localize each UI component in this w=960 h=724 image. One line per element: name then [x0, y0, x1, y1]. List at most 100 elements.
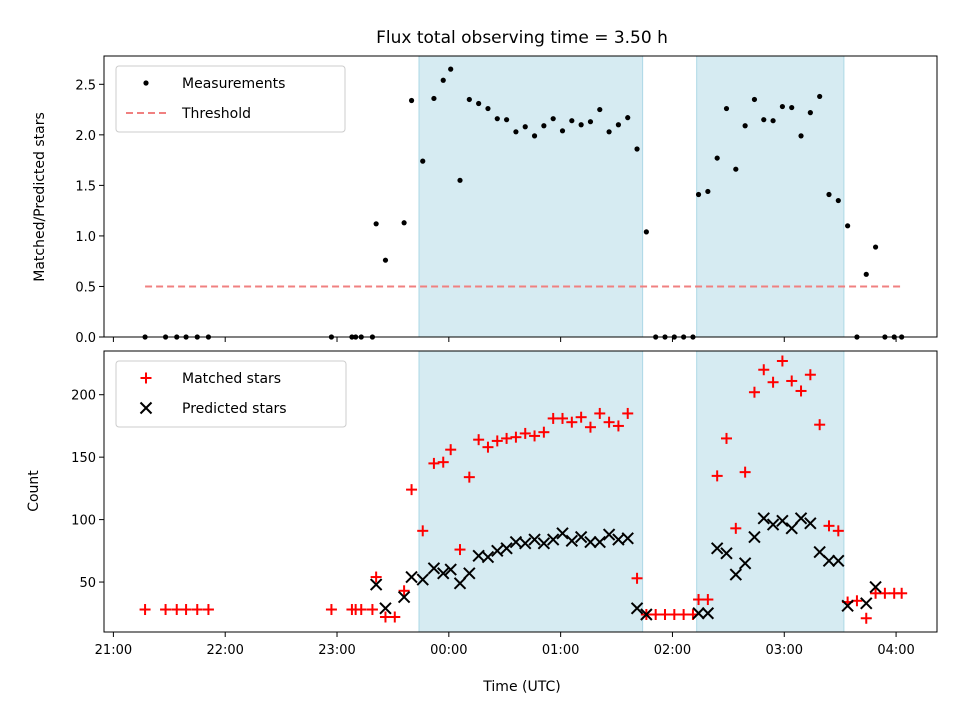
x-tick-label: 22:00	[206, 643, 243, 658]
predicted-star-point	[748, 530, 761, 544]
matched-star-point	[832, 525, 844, 537]
matched-star-point	[171, 604, 183, 616]
measurement-point	[695, 191, 702, 198]
matched-star-point	[870, 587, 882, 599]
matched-star-point	[501, 432, 513, 444]
x-b	[630, 602, 644, 615]
matched-star-point	[529, 430, 541, 442]
matched-star-point	[538, 426, 550, 438]
matched-star-point	[603, 416, 615, 428]
measurement-point	[615, 122, 622, 128]
predicted-star-point	[630, 602, 644, 615]
predicted-star-point	[397, 590, 411, 604]
predicted-star-point	[500, 542, 513, 555]
matched-star-point	[584, 421, 596, 433]
predicted-star-point	[602, 528, 616, 541]
matched-star-point	[720, 432, 732, 444]
x-b	[139, 401, 153, 415]
x-b	[692, 607, 705, 620]
x-b	[710, 542, 724, 555]
matched-star-point	[795, 385, 807, 397]
matched-star-point	[160, 604, 172, 616]
x-axis-label: Time (UTC)	[482, 679, 560, 695]
matched-star-point	[702, 594, 714, 606]
matched-star-point	[202, 604, 214, 616]
x-b	[565, 534, 579, 548]
matched-star-point	[612, 420, 624, 432]
measurement-point	[494, 116, 500, 122]
matched-star-point	[473, 434, 485, 446]
predicted-star-point	[405, 570, 418, 584]
matched-star-point	[622, 407, 634, 419]
predicted-star-point	[822, 554, 836, 568]
x-b	[437, 567, 450, 580]
predicted-star-point	[729, 568, 743, 581]
x-b	[519, 537, 532, 550]
matched-star-point	[417, 525, 429, 537]
matched-star-point	[767, 376, 779, 388]
measurement-point	[742, 123, 748, 129]
measurement-point	[485, 105, 491, 112]
measurement-point	[798, 133, 804, 139]
predicted-star-point	[841, 599, 854, 612]
matched-star-point	[711, 470, 723, 482]
matched-star-point	[557, 412, 569, 424]
matched-star-point	[776, 355, 788, 367]
x-b	[794, 512, 808, 525]
legend-measurement-swatch	[143, 80, 149, 86]
matched-star-point	[566, 416, 578, 428]
x-b	[804, 517, 817, 530]
measurement-point	[779, 103, 786, 110]
measurement-point	[634, 146, 640, 152]
x-b	[785, 522, 798, 535]
x-b	[621, 532, 634, 545]
x-b	[574, 530, 588, 544]
matched-star-point	[366, 604, 378, 616]
predicted-star-point	[437, 567, 450, 580]
x-b	[766, 518, 780, 531]
top-panel-frame	[103, 55, 938, 338]
predicted-star-point	[720, 547, 733, 560]
measurement-point	[770, 118, 776, 124]
matched-star-point	[860, 612, 872, 624]
predicted-star-point	[453, 577, 467, 590]
measurement-point	[408, 97, 415, 104]
measurement-point	[431, 95, 437, 102]
measurement-point	[863, 271, 869, 277]
x-tick-label: 01:00	[542, 643, 579, 658]
matched-star-point	[437, 456, 449, 468]
matched-star-point	[519, 427, 531, 439]
predicted-star-point	[869, 580, 882, 594]
x-b	[556, 527, 569, 540]
x-b	[537, 537, 551, 550]
matched-star-point	[370, 571, 382, 583]
x-b	[369, 578, 383, 591]
legend-predicted-swatch	[139, 401, 153, 415]
measurement-point	[807, 110, 813, 116]
matched-star-point	[650, 609, 662, 621]
matched-star-point	[804, 369, 816, 381]
predicted-star-point	[776, 514, 789, 528]
x-b	[491, 544, 504, 558]
measurement-point	[466, 96, 472, 103]
measurement-point	[476, 100, 482, 107]
predicted-star-point	[491, 544, 504, 558]
x-b	[701, 607, 715, 620]
predicted-star-point	[640, 608, 653, 621]
matched-star-point	[730, 522, 742, 534]
x-b	[463, 567, 476, 580]
x-b	[528, 533, 541, 546]
legend-label: Measurements	[182, 76, 285, 92]
x-b	[546, 533, 560, 546]
predicted-star-point	[427, 562, 441, 575]
y-tick-label: 0.5	[75, 280, 96, 295]
matched-star-point	[191, 604, 203, 616]
bottom-y-axis-label: Count	[26, 470, 42, 512]
x-tick-label: 02:00	[654, 643, 691, 658]
predicted-star-point	[416, 573, 429, 586]
x-b	[379, 602, 392, 615]
measurement-point	[448, 66, 454, 72]
predicted-star-point	[593, 535, 606, 549]
measurement-point	[513, 129, 519, 135]
y-tick-label: 1.0	[75, 230, 96, 245]
